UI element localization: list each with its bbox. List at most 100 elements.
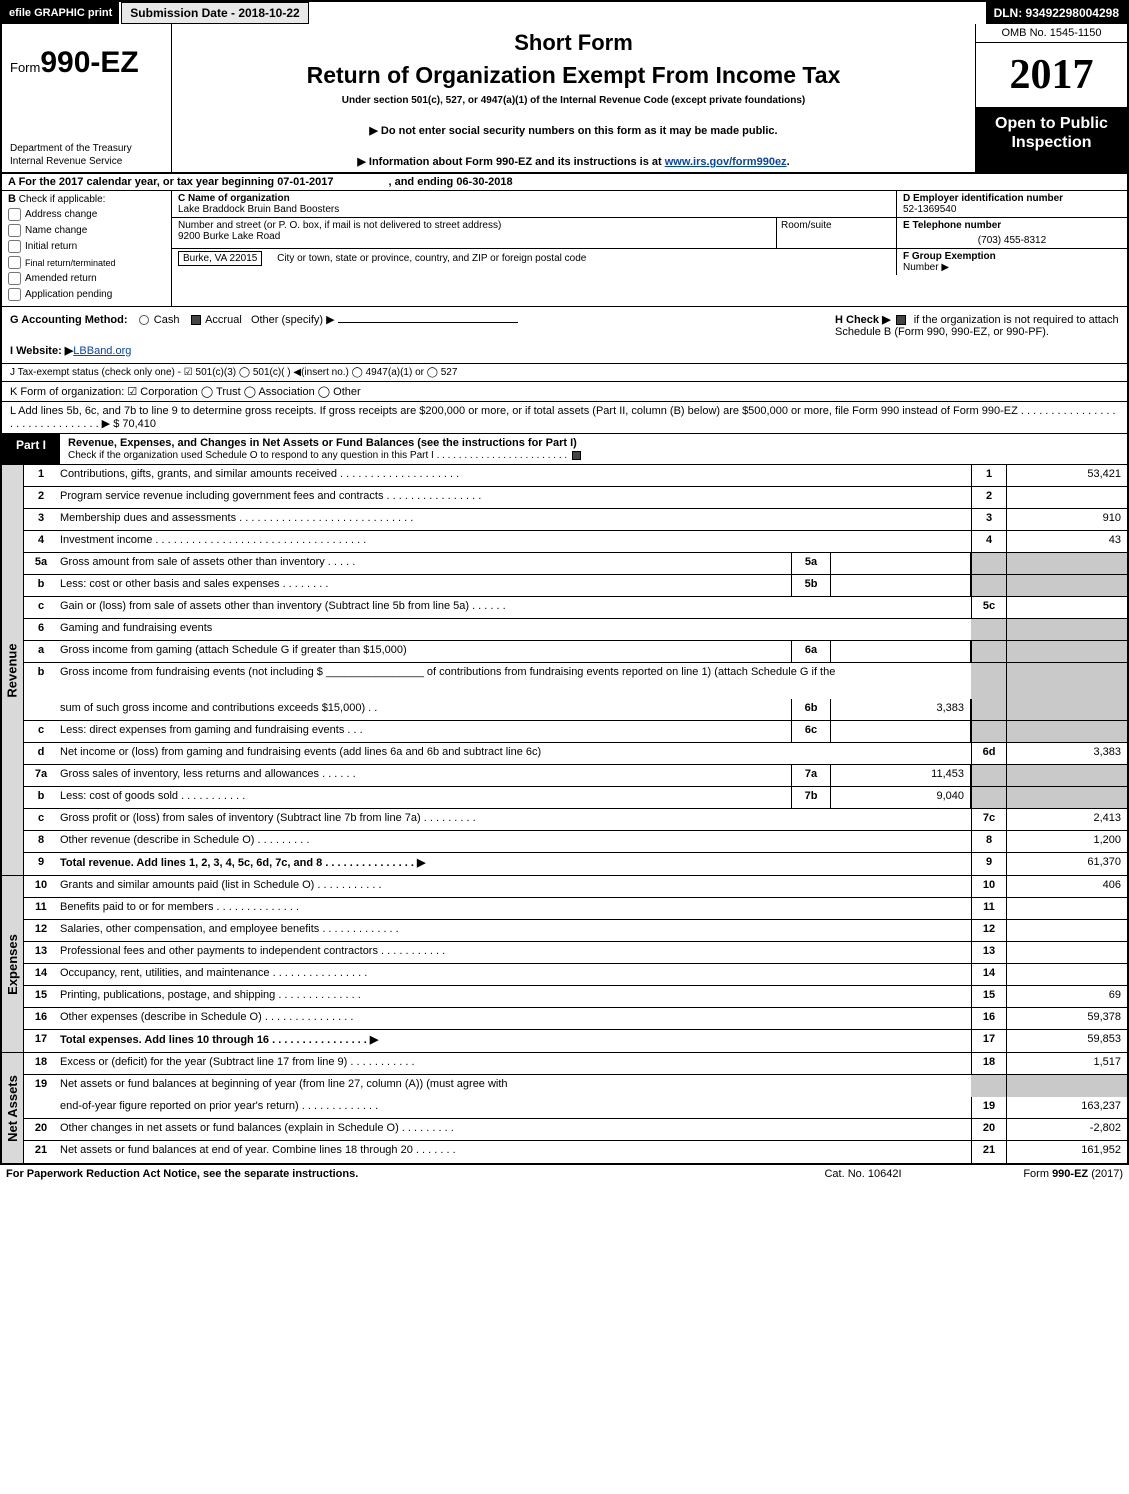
desc-8: Other revenue (describe in Schedule O) .… [58, 831, 971, 852]
netassets-rows: 18Excess or (deficit) for the year (Subt… [24, 1053, 1127, 1163]
netassets-vlabel-text: Net Assets [5, 1075, 20, 1142]
ln-5c: c [24, 597, 58, 618]
cb-name-change-box[interactable] [8, 224, 21, 237]
expenses-vlabel: Expenses [2, 876, 24, 1052]
en-12: 12 [971, 920, 1007, 941]
dept-info: Department of the Treasury Internal Reve… [10, 143, 163, 168]
section-cd: C Name of organization Lake Braddock Bru… [172, 191, 1127, 306]
topbar: efile GRAPHIC print Submission Date - 20… [2, 2, 1127, 24]
cat-no: Cat. No. 10642I [773, 1168, 953, 1180]
ln-18: 18 [24, 1053, 58, 1074]
ln-16: 16 [24, 1008, 58, 1029]
desc-19: Net assets or fund balances at beginning… [58, 1075, 971, 1097]
row-a-begin: A For the 2017 calendar year, or tax yea… [8, 176, 333, 188]
desc-6: Gaming and fundraising events [58, 619, 971, 640]
website-label: I Website: ▶ [10, 345, 73, 357]
ev-1: 53,421 [1007, 465, 1127, 486]
part1-title: Revenue, Expenses, and Changes in Net As… [60, 434, 1127, 464]
e-phone-label: E Telephone number [903, 220, 1001, 231]
submission-date: Submission Date - 2018-10-22 [121, 2, 308, 24]
ln-21: 21 [24, 1141, 58, 1163]
header-left: Form990-EZ Department of the Treasury In… [2, 24, 172, 172]
line-5c: cGain or (loss) from sale of assets othe… [24, 597, 1127, 619]
form-number: Form990-EZ [10, 46, 163, 80]
desc-6d: Net income or (loss) from gaming and fun… [58, 743, 971, 764]
city-label: City or town, state or province, country… [277, 253, 586, 264]
ev-5b-shade [1007, 575, 1127, 596]
ln-15: 15 [24, 986, 58, 1007]
radio-accrual[interactable] [191, 315, 201, 325]
h-checkbox[interactable] [896, 315, 906, 325]
accounting-method: G Accounting Method: Cash Accrual Other … [10, 313, 819, 326]
en-8: 8 [971, 831, 1007, 852]
en-6d: 6d [971, 743, 1007, 764]
ln-5a: 5a [24, 553, 58, 574]
row-l-gross-receipts: L Add lines 5b, 6c, and 7b to line 9 to … [2, 402, 1127, 434]
ln-1: 1 [24, 465, 58, 486]
line-14: 14Occupancy, rent, utilities, and mainte… [24, 964, 1127, 986]
cb-final-return: Final return/terminated [8, 256, 165, 269]
en-13: 13 [971, 942, 1007, 963]
irs: Internal Revenue Service [10, 156, 163, 169]
mn-6b2: 6b [791, 699, 831, 720]
addr-value: 9200 Burke Lake Road [178, 231, 280, 242]
en-19b: 19 [971, 1097, 1007, 1118]
info-notice: ▶ Information about Form 990-EZ and its … [180, 155, 967, 168]
ev-13 [1007, 942, 1127, 963]
f-group-cell: F Group Exemption Number ▶ [897, 249, 1127, 275]
form-header: Form990-EZ Department of the Treasury In… [2, 24, 1127, 174]
ev-14 [1007, 964, 1127, 985]
efile-print-button[interactable]: efile GRAPHIC print [2, 2, 119, 24]
return-title: Return of Organization Exempt From Incom… [180, 62, 967, 89]
en-6b2-shade [971, 699, 1007, 720]
irs-link[interactable]: www.irs.gov/form990ez [665, 156, 787, 168]
line-6a: aGross income from gaming (attach Schedu… [24, 641, 1127, 663]
en-9: 9 [971, 853, 1007, 875]
desc-5b: Less: cost or other basis and sales expe… [58, 575, 791, 596]
c-name-value: Lake Braddock Bruin Band Boosters [178, 204, 339, 215]
mn-6a: 6a [791, 641, 831, 662]
website-row: I Website: ▶LBBand.org [10, 344, 819, 357]
under-section: Under section 501(c), 527, or 4947(a)(1)… [180, 95, 967, 106]
ln-4: 4 [24, 531, 58, 552]
d-ein-label: D Employer identification number [903, 193, 1063, 204]
ev-3: 910 [1007, 509, 1127, 530]
en-6-shade [971, 619, 1007, 640]
part1-checkbox[interactable] [572, 451, 581, 460]
en-6c-shade [971, 721, 1007, 742]
radio-cash[interactable] [139, 315, 149, 325]
line-19b: end-of-year figure reported on prior yea… [24, 1097, 1127, 1119]
row-a-tax-year: A For the 2017 calendar year, or tax yea… [2, 174, 1127, 191]
dept-treasury: Department of the Treasury [10, 143, 163, 156]
desc-18: Excess or (deficit) for the year (Subtra… [58, 1053, 971, 1074]
line-10: 10Grants and similar amounts paid (list … [24, 876, 1127, 898]
row-k-org-form: K Form of organization: ☑ Corporation ◯ … [2, 382, 1127, 402]
part1-title-text: Revenue, Expenses, and Changes in Net As… [68, 437, 577, 449]
row-name-ein: C Name of organization Lake Braddock Bru… [172, 191, 1127, 218]
desc-9-bold: Total revenue. Add lines 1, 2, 3, 4, 5c,… [60, 857, 425, 869]
cb-initial-return-box[interactable] [8, 240, 21, 253]
en-5b-shade [971, 575, 1007, 596]
short-form-title: Short Form [180, 30, 967, 56]
ev-6c-shade [1007, 721, 1127, 742]
addr-left: Number and street (or P. O. box, if mail… [172, 218, 776, 248]
desc-21: Net assets or fund balances at end of ye… [58, 1141, 971, 1163]
line-7c: cGross profit or (loss) from sales of in… [24, 809, 1127, 831]
en-18: 18 [971, 1053, 1007, 1074]
line-12: 12Salaries, other compensation, and empl… [24, 920, 1127, 942]
ln-6: 6 [24, 619, 58, 640]
cb-final-return-box[interactable] [8, 256, 21, 269]
cb-app-pending-box[interactable] [8, 288, 21, 301]
cb-app-pending-lbl: Application pending [25, 289, 112, 300]
b-check-label: Check if applicable: [19, 194, 106, 205]
ln-8: 8 [24, 831, 58, 852]
ln-6b2 [24, 699, 58, 720]
line-6c: cLess: direct expenses from gaming and f… [24, 721, 1127, 743]
cb-amended-box[interactable] [8, 272, 21, 285]
website-link[interactable]: LBBand.org [73, 345, 131, 357]
ev-10: 406 [1007, 876, 1127, 897]
cb-address-change-box[interactable] [8, 208, 21, 221]
ln-6a: a [24, 641, 58, 662]
other-input[interactable] [338, 322, 518, 323]
ln-19b [24, 1097, 58, 1118]
